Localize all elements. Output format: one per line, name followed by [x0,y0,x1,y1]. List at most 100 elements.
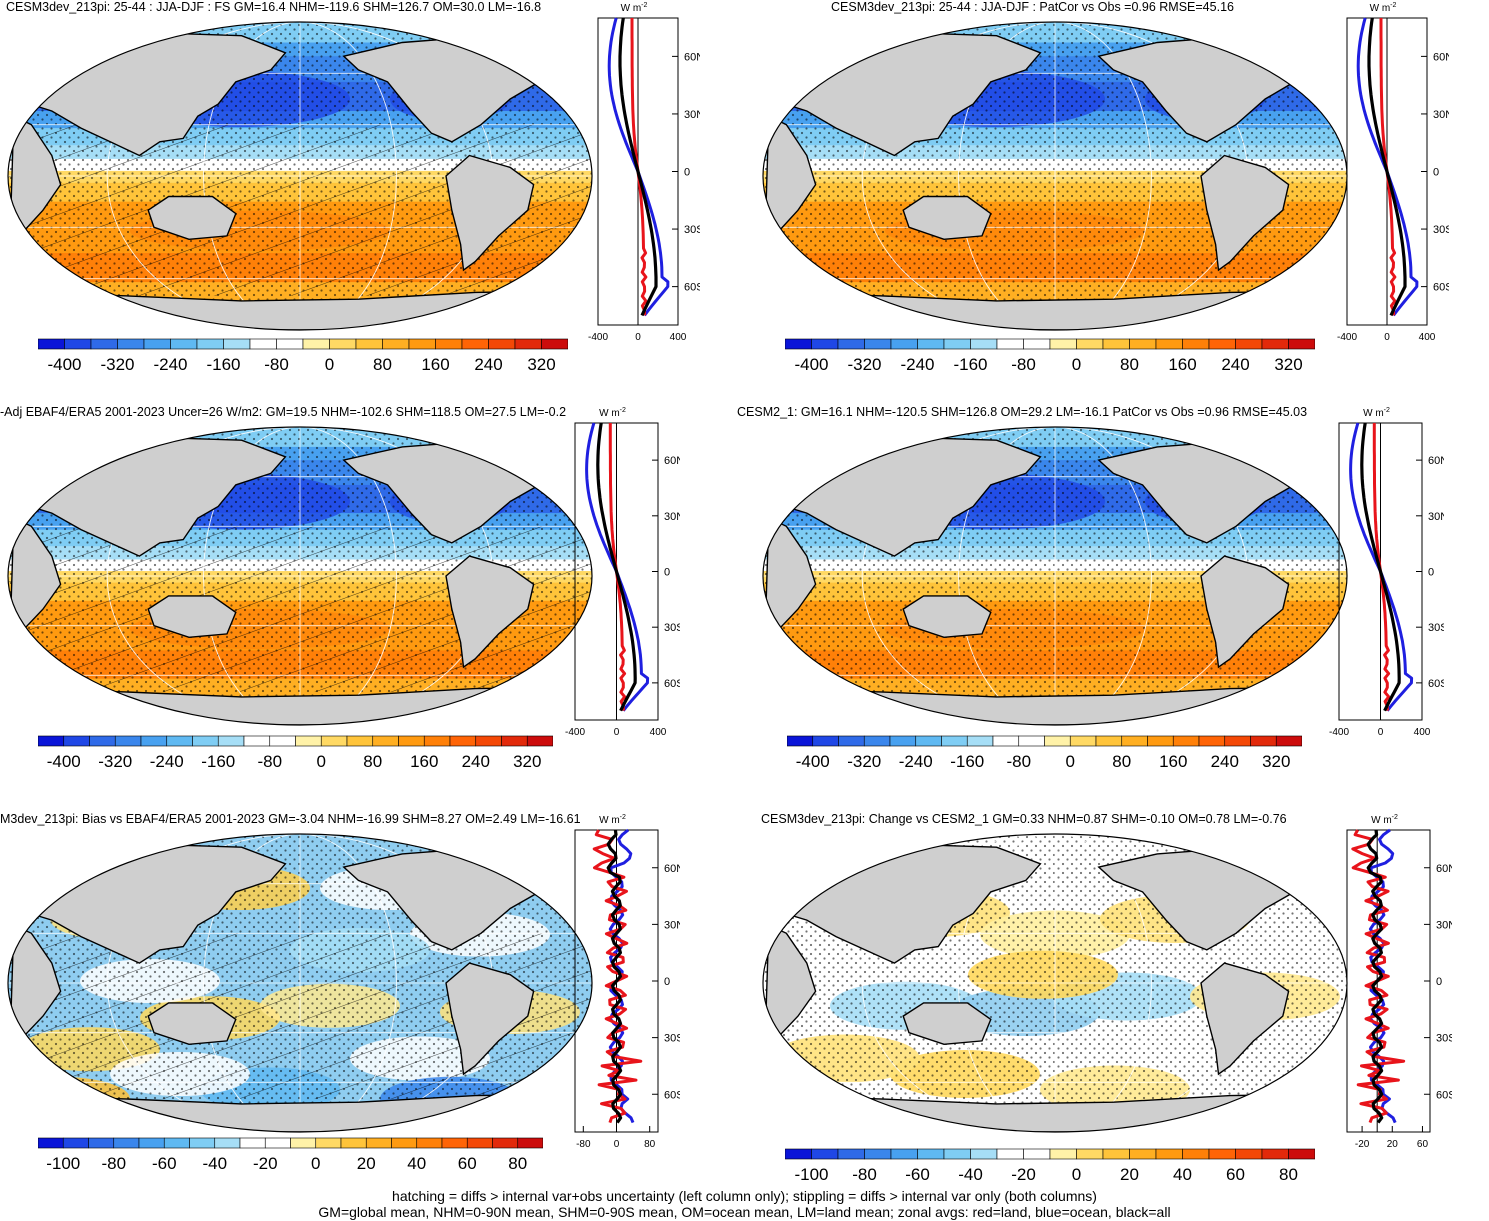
colorbar-tick-label: 60 [1226,1165,1245,1184]
colorbar-swatch [1288,338,1315,350]
colorbar: -400-320-240-160-80080160240320400 [785,338,1315,374]
colorbar-swatch [785,1148,812,1160]
colorbar-swatch [915,735,942,747]
colorbar-swatch [408,338,436,350]
panel-title: CESM3dev_213pi: 25-44 : JJA-DJF : FS GM=… [6,0,542,14]
lat-tick-label: 0 [1433,167,1439,179]
colorbar-swatch [382,338,410,350]
colorbar-tick-label: 160 [1168,355,1196,374]
panel-title: -Adj EBAF4/ERA5 2001-2023 Uncer=26 W/m2:… [0,405,567,419]
lat-tick-label: 60S [1436,1089,1452,1101]
colorbar-swatch [113,1137,140,1149]
black-zonal-line [1360,422,1401,712]
colorbar-swatch [492,1137,519,1149]
red-zonal-line [1351,829,1406,1124]
red-zonal-line [630,18,648,316]
colorbar-tick-label: -160 [201,752,235,771]
colorbar-swatch [88,1137,115,1149]
lat-tick-label: 30S [664,1033,680,1045]
colorbar-tick-label: 20 [357,1154,376,1173]
colorbar-tick-label: 40 [407,1154,426,1173]
units-label: W m-2 [621,2,648,14]
colorbar-tick-label: 160 [410,752,438,771]
panel-title: CESM2_1: GM=16.1 NHM=-120.5 SHM=126.8 OM… [737,405,1308,419]
panel-fs-model: CESM3dev_213pi: 25-44 : JJA-DJF : FS GM=… [0,0,700,380]
panel-bias: M3dev_213pi: Bias vs EBAF4/ERA5 2001-202… [0,812,700,1192]
footer-line-2: GM=global mean, NHM=0-90N mean, SHM=0-90… [318,1204,1171,1220]
colorbar-tick-label: -20 [253,1154,278,1173]
colorbar-tick-label: 0 [325,355,334,374]
lat-tick-label: 30N [1428,511,1444,523]
colorbar-tick-label: 0 [311,1154,320,1173]
colorbar-swatch [423,735,451,747]
colorbar-swatch [1235,338,1263,350]
colorbar-swatch [517,1137,543,1149]
colorbar-tick-label: -240 [900,355,934,374]
panel-title: CESM3dev_213pi: Change vs CESM2_1 GM=0.3… [761,812,1287,826]
colorbar-swatch [372,735,399,747]
colorbar-tick-label: 0 [1072,355,1081,374]
colorbar-swatch [1049,338,1077,350]
colorbar-swatch [315,1137,342,1149]
value-tick-label: 60 [1417,1139,1429,1150]
colorbar-swatch [943,1148,971,1160]
lat-tick-label: 0 [1436,976,1442,988]
colorbar-swatch [192,735,219,747]
value-tick-label: 400 [670,332,687,343]
value-tick-label: 0 [614,727,620,738]
value-tick-label: 0 [635,332,641,343]
zonal-mean-plot: W m-2 60N 30N 0 30S 60S -400 0 400 [1337,2,1449,343]
colorbar-swatch [391,1137,418,1149]
lat-tick-label: 60S [1433,282,1449,294]
colorbar-swatch [143,338,171,350]
map-field [8,22,592,330]
colorbar-tick-label: -400 [47,355,81,374]
colorbar-swatch [996,338,1024,350]
colorbar-swatch [1208,1148,1236,1160]
colorbar-swatch [475,735,502,747]
value-tick-label: 80 [644,1139,656,1150]
lat-tick-label: 30S [684,224,700,236]
colorbar-swatch [38,338,65,350]
black-zonal-line [596,422,637,712]
value-tick-label: -400 [1329,727,1349,738]
value-tick-label: -400 [565,727,585,738]
lat-tick-label: 60N [664,455,680,467]
lat-tick-label: 30N [664,511,680,523]
red-zonal-line [1372,423,1391,711]
colorbar-swatch [62,1137,89,1149]
colorbar-swatch [269,735,296,747]
colorbar-swatch [1147,735,1174,747]
colorbar-swatch [917,338,945,350]
colorbar-tick-label: -160 [206,355,240,374]
colorbar-swatch [163,1137,190,1149]
zonal-frame [1346,829,1431,1133]
colorbar-swatch [435,338,463,350]
lat-tick-label: 60S [1428,678,1444,690]
colorbar-swatch [346,735,374,747]
colorbar-swatch [941,735,968,747]
lat-tick-label: 0 [684,167,690,179]
red-zonal-line [608,423,627,711]
lat-tick-label: 60N [1436,863,1452,875]
colorbar-swatch [416,1137,443,1149]
colorbar-swatch [890,1148,918,1160]
map-plot [762,833,1348,1133]
lat-tick-label: 60N [664,863,680,875]
colorbar-tick-label: -80 [101,1154,126,1173]
map-field [8,834,592,1132]
colorbar-swatch [1198,735,1226,747]
colorbar-tick-label: -60 [152,1154,177,1173]
colorbar-swatch [189,1137,216,1149]
panel-title: CESM3dev_213pi: 25-44 : JJA-DJF : PatCor… [831,0,1234,14]
colorbar-tick-label: -80 [257,752,282,771]
colorbar-swatch [249,338,277,350]
value-tick-label: -20 [1355,1139,1370,1150]
lat-tick-label: 30S [1436,1033,1452,1045]
colorbar-tick-label: 0 [317,752,326,771]
value-tick-label: -80 [576,1139,591,1150]
colorbar-tick-label: 40 [1173,1165,1192,1184]
colorbar-tick-label: -160 [953,355,987,374]
red-zonal-line [592,829,643,1124]
black-zonal-line [606,829,623,1124]
